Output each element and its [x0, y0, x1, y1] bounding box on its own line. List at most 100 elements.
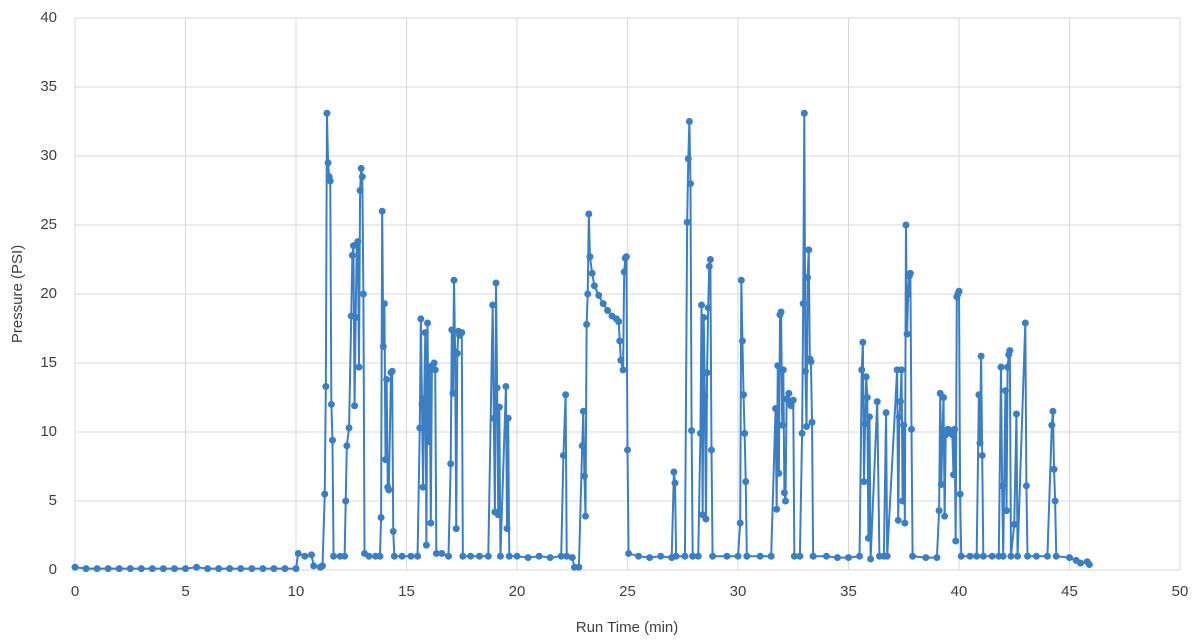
data-point	[421, 329, 429, 337]
data-point	[775, 469, 783, 477]
data-point	[738, 337, 746, 345]
data-point	[270, 565, 278, 573]
data-point	[417, 315, 425, 323]
data-point	[137, 565, 145, 573]
data-point	[940, 394, 948, 401]
data-point	[444, 552, 452, 560]
data-point	[170, 565, 178, 573]
data-point	[1066, 554, 1073, 562]
data-point	[785, 389, 793, 397]
data-point	[1004, 363, 1012, 371]
data-point	[975, 391, 983, 399]
data-point	[865, 413, 873, 421]
data-point	[281, 565, 289, 573]
data-point	[617, 356, 625, 364]
data-point	[780, 489, 788, 497]
data-point	[798, 429, 806, 437]
data-point	[322, 382, 330, 390]
data-point	[389, 527, 397, 535]
data-point	[1010, 520, 1018, 528]
data-point	[809, 552, 817, 560]
data-point	[896, 398, 904, 406]
x-tick-label: 25	[619, 583, 636, 600]
data-point	[582, 512, 590, 520]
data-point	[998, 482, 1006, 490]
data-point	[683, 218, 691, 226]
data-point	[684, 155, 692, 163]
data-point	[635, 552, 643, 560]
data-point	[787, 402, 795, 410]
data-point	[546, 554, 554, 562]
data-point	[93, 565, 101, 573]
data-point	[859, 338, 867, 346]
data-point	[624, 446, 631, 454]
data-point	[204, 565, 212, 573]
data-point	[845, 554, 852, 562]
data-point	[778, 421, 786, 429]
data-point	[388, 367, 396, 375]
data-point	[976, 439, 984, 447]
x-tick-label: 40	[951, 583, 968, 600]
data-point	[354, 238, 362, 246]
data-point	[951, 425, 959, 433]
data-point	[966, 552, 974, 560]
data-point	[604, 307, 612, 315]
data-point	[193, 563, 201, 571]
data-point	[737, 276, 745, 284]
data-point	[562, 391, 570, 399]
data-point	[709, 552, 717, 560]
data-point	[467, 552, 475, 560]
data-point	[742, 478, 750, 486]
data-point	[942, 431, 950, 439]
data-point	[807, 358, 815, 366]
data-point	[328, 436, 336, 444]
data-point	[590, 282, 598, 290]
data-point	[359, 290, 367, 298]
y-axis-title: Pressure (PSI)	[9, 245, 26, 343]
data-point	[957, 552, 965, 560]
data-point	[864, 534, 872, 542]
data-point	[513, 552, 521, 560]
data-point	[438, 549, 446, 557]
data-point	[343, 442, 351, 450]
data-point	[800, 109, 808, 117]
data-point	[301, 552, 309, 560]
data-point	[505, 552, 513, 560]
data-point	[867, 555, 875, 563]
data-point	[341, 552, 349, 560]
data-point	[796, 552, 804, 560]
data-point	[906, 269, 914, 277]
y-tick-label: 0	[49, 561, 57, 578]
data-point	[182, 565, 189, 573]
data-point	[774, 362, 782, 370]
data-point	[496, 552, 504, 560]
data-point	[1007, 552, 1015, 560]
x-tick-label: 5	[181, 583, 189, 600]
y-tick-label: 15	[40, 354, 57, 371]
data-point	[973, 552, 981, 560]
data-point	[535, 552, 543, 560]
data-point	[949, 471, 957, 479]
data-point	[861, 420, 869, 428]
data-point	[822, 552, 830, 560]
data-point	[701, 392, 709, 400]
data-point	[767, 552, 775, 560]
data-point	[646, 554, 654, 562]
data-point	[860, 478, 868, 486]
data-point	[1014, 552, 1022, 560]
data-point	[319, 562, 327, 570]
data-point	[377, 514, 385, 522]
data-point	[955, 287, 963, 295]
data-point	[358, 173, 366, 181]
data-point	[779, 366, 787, 374]
data-point	[909, 552, 917, 560]
data-point	[1021, 319, 1029, 327]
x-tick-label: 35	[840, 583, 857, 600]
data-point	[425, 438, 433, 446]
data-point	[71, 563, 79, 571]
data-point	[808, 418, 816, 426]
data-point	[703, 369, 711, 377]
data-point	[1051, 497, 1059, 505]
data-point	[104, 565, 112, 573]
